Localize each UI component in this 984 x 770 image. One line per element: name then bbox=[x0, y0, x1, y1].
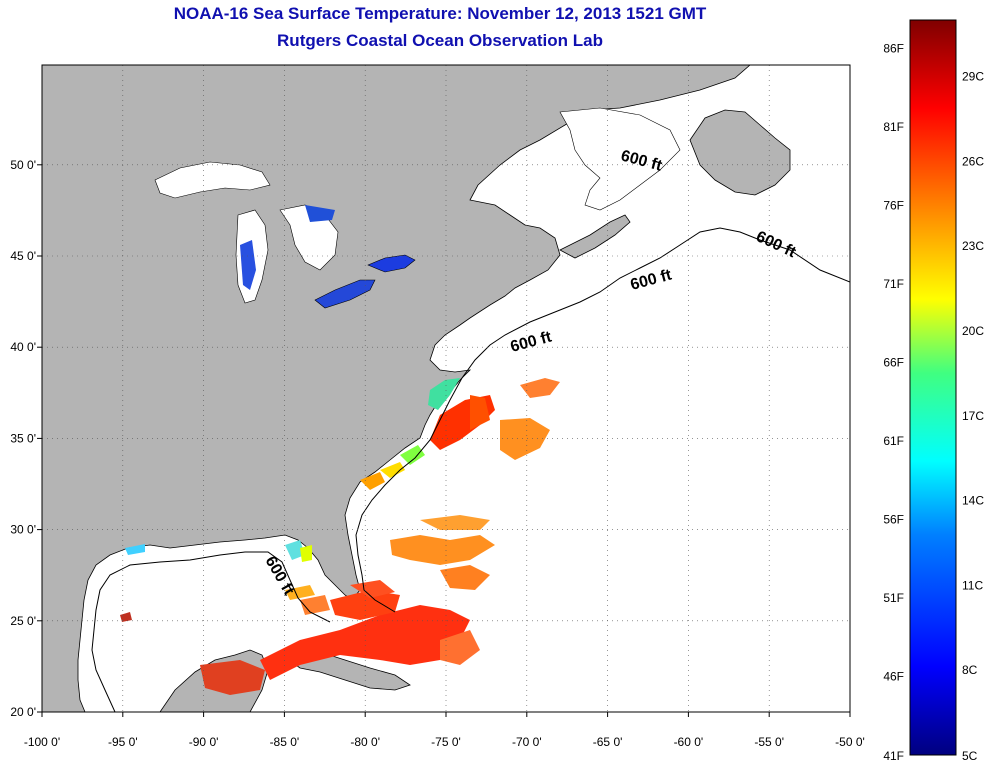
lake-michigan-sst bbox=[240, 240, 256, 290]
colorbar-fahrenheit-labels: 86F 81F 76F 71F 66F 61F 56F 51F 46F 41F bbox=[883, 41, 904, 763]
colorbar-f-label: 56F bbox=[883, 512, 904, 526]
latitude-axis: 20 0' 25 0' 30 0' 35 0' 40 0' 45 0' 50 0' bbox=[10, 158, 42, 719]
colorbar bbox=[909, 19, 957, 756]
colorbar-c-label: 8C bbox=[962, 663, 978, 677]
colorbar-c-label: 5C bbox=[962, 749, 978, 763]
lat-tick-label: 45 0' bbox=[10, 249, 36, 263]
colorbar-f-label: 46F bbox=[883, 669, 904, 683]
lat-tick-label: 50 0' bbox=[10, 158, 36, 172]
lat-tick-label: 30 0' bbox=[10, 523, 36, 537]
lon-tick-label: -65 0' bbox=[593, 735, 623, 749]
lat-tick-label: 20 0' bbox=[10, 705, 36, 719]
colorbar-c-label: 17C bbox=[962, 409, 984, 423]
land-newfoundland bbox=[689, 109, 791, 196]
lon-tick-label: -90 0' bbox=[189, 735, 219, 749]
colorbar-c-label: 11C bbox=[962, 578, 983, 592]
lon-tick-label: -55 0' bbox=[754, 735, 784, 749]
colorbar-c-label: 14C bbox=[962, 494, 984, 508]
sst-patches bbox=[120, 378, 560, 695]
longitude-axis: -100 0' -95 0' -90 0' -85 0' -80 0' -75 0' -70… bbox=[24, 712, 865, 749]
lake-huron-sst bbox=[305, 205, 335, 222]
colorbar-f-label: 61F bbox=[883, 434, 904, 448]
map-subtitle: Rutgers Coastal Ocean Observation Lab bbox=[277, 31, 603, 50]
lon-tick-label: -80 0' bbox=[350, 735, 380, 749]
lon-tick-label: -50 0' bbox=[835, 735, 865, 749]
lon-tick-label: -75 0' bbox=[431, 735, 461, 749]
lake-superior bbox=[154, 161, 271, 199]
colorbar-f-label: 71F bbox=[883, 277, 904, 291]
colorbar-f-label: 66F bbox=[883, 355, 904, 369]
colorbar-c-label: 26C bbox=[962, 154, 984, 168]
colorbar-f-label: 41F bbox=[883, 749, 904, 763]
lat-tick-label: 25 0' bbox=[10, 614, 36, 628]
colorbar-celsius-labels: 29C 26C 23C 20C 17C 14C 11C 8C 5C bbox=[962, 70, 984, 763]
lat-tick-label: 35 0' bbox=[10, 431, 36, 445]
colorbar-f-label: 51F bbox=[883, 591, 904, 605]
gulf-st-lawrence bbox=[559, 107, 681, 211]
lon-tick-label: -70 0' bbox=[512, 735, 542, 749]
colorbar-f-label: 81F bbox=[883, 120, 904, 134]
lon-tick-label: -85 0' bbox=[270, 735, 300, 749]
contour-600ft-gulf bbox=[91, 551, 331, 712]
colorbar-f-label: 86F bbox=[883, 41, 904, 55]
lake-ontario bbox=[367, 254, 416, 273]
lake-erie bbox=[314, 279, 376, 309]
colorbar-c-label: 23C bbox=[962, 239, 984, 253]
map-title: NOAA-16 Sea Surface Temperature: Novembe… bbox=[173, 4, 707, 23]
lon-tick-label: -60 0' bbox=[674, 735, 704, 749]
contour-600ft bbox=[355, 227, 850, 613]
lon-tick-label: -95 0' bbox=[108, 735, 138, 749]
lon-tick-label: -100 0' bbox=[24, 735, 60, 749]
colorbar-c-label: 20C bbox=[962, 324, 984, 338]
colorbar-f-label: 76F bbox=[883, 198, 904, 212]
land-nova-scotia bbox=[559, 214, 631, 259]
colorbar-c-label: 29C bbox=[962, 70, 984, 84]
lat-tick-label: 40 0' bbox=[10, 340, 36, 354]
